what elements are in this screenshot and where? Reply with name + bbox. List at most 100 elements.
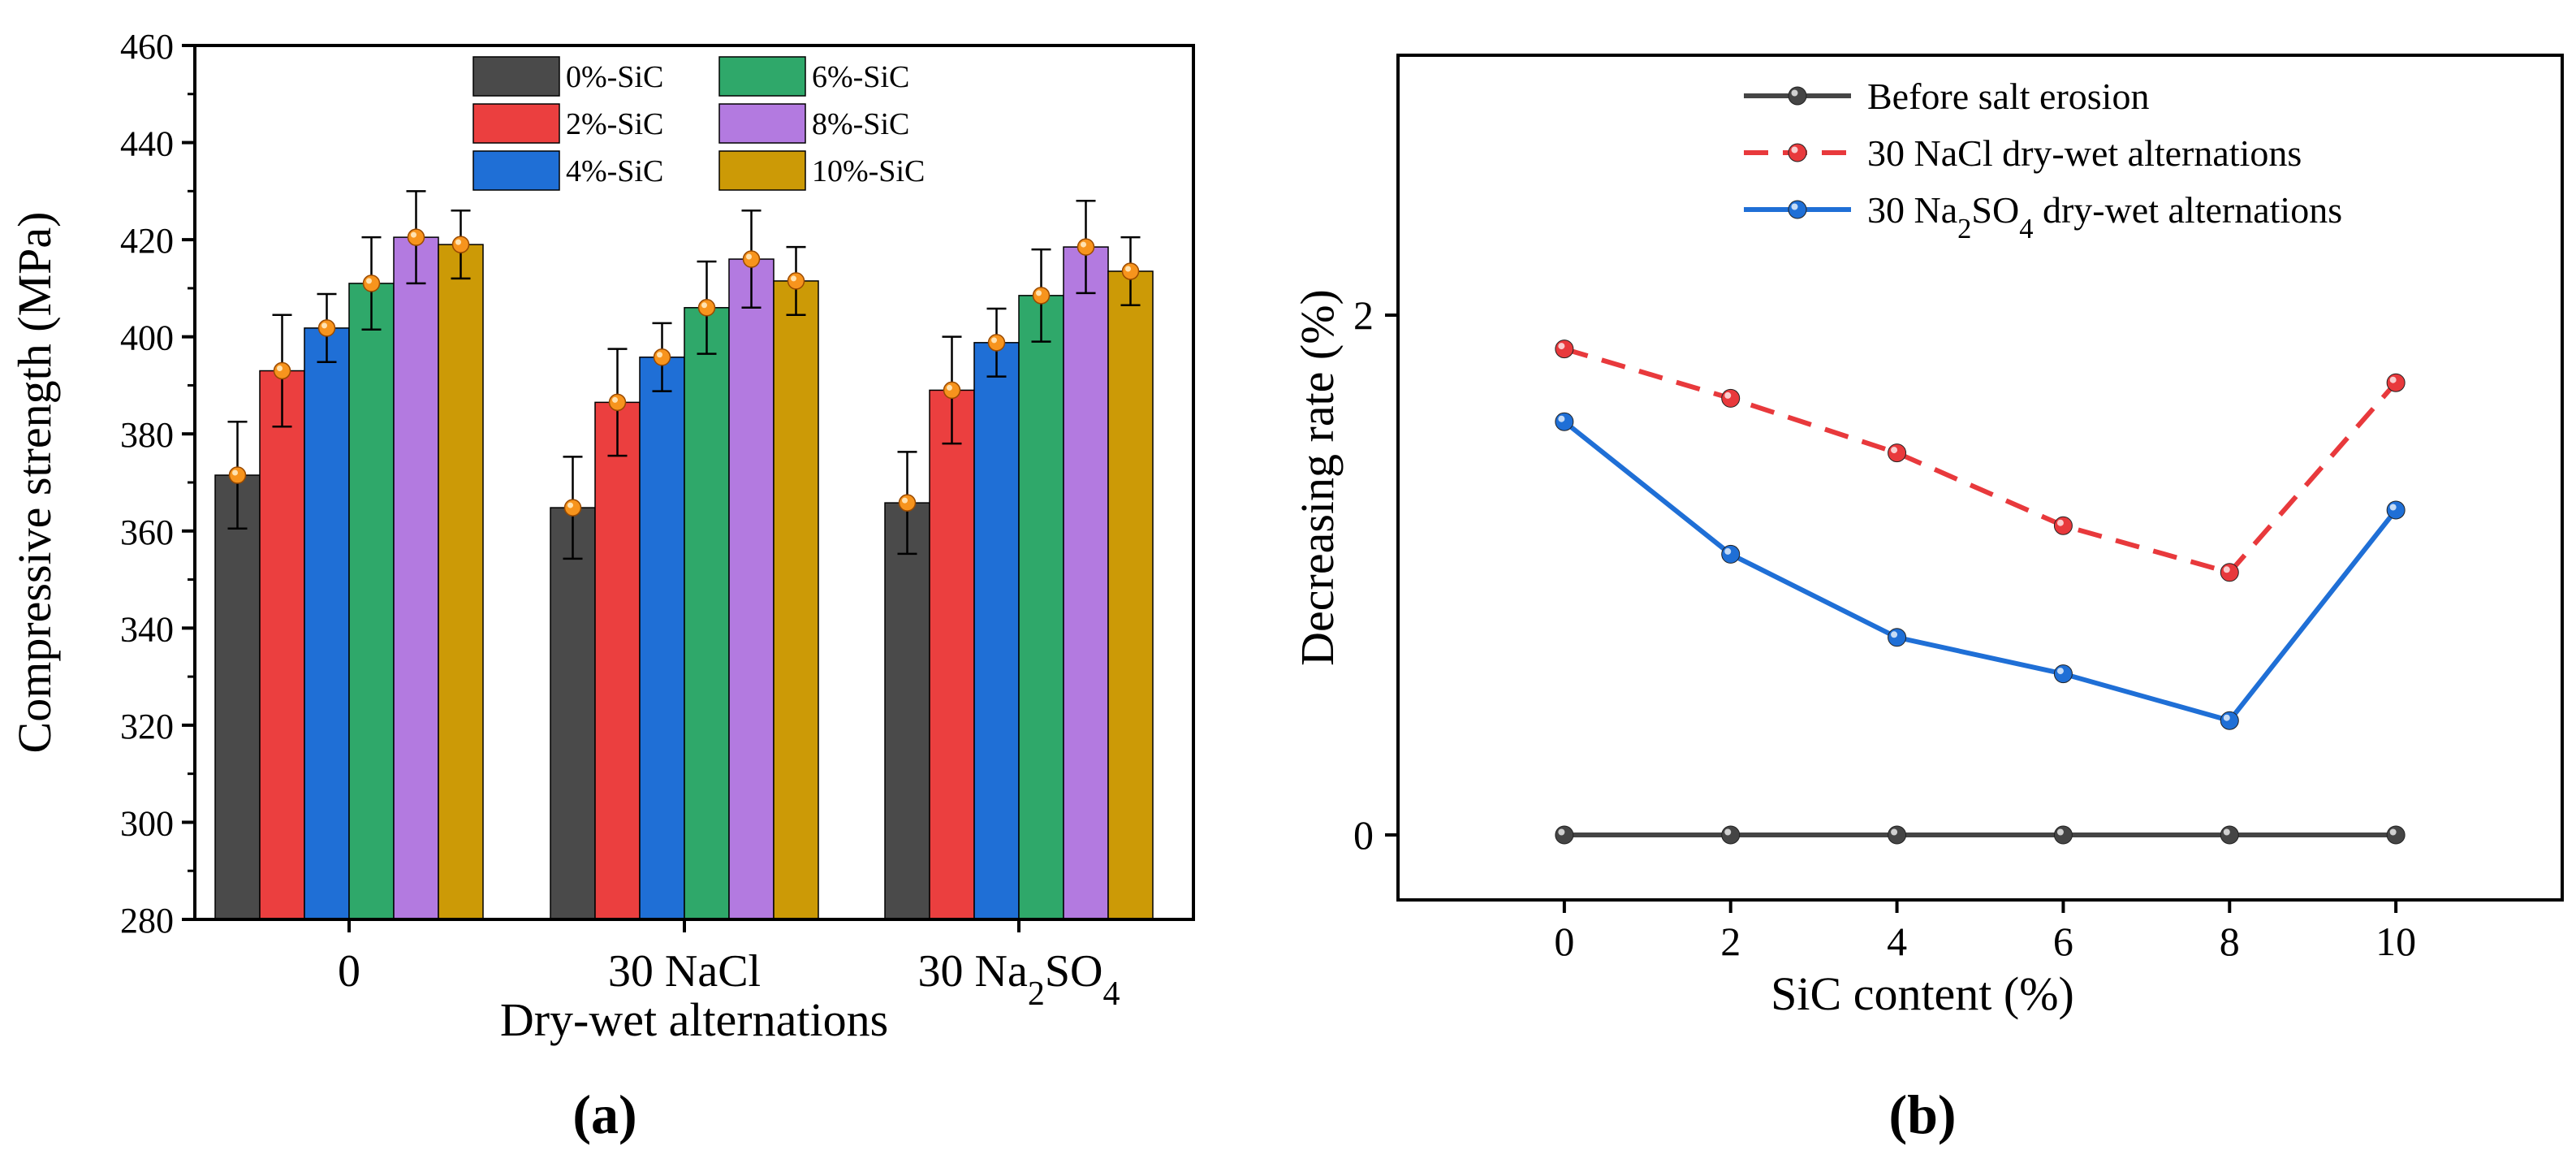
category-label: 30 NaCl — [608, 946, 761, 997]
data-point-highlight — [1724, 391, 1732, 399]
tick-group-b: 0 2 4 6 8 10 0 2 — [1353, 292, 2416, 964]
y-tick-label-a: 440 — [120, 124, 174, 164]
data-point-highlight — [1891, 631, 1898, 638]
data-point — [2053, 664, 2073, 684]
data-point — [2053, 516, 2073, 535]
legend-swatch-a — [472, 103, 560, 144]
legend-swatch-a — [718, 150, 806, 191]
y-tick-label-a: 420 — [120, 221, 174, 261]
mean-marker — [1032, 287, 1051, 305]
bar — [973, 342, 1020, 920]
data-point — [1888, 825, 1907, 845]
mean-marker-highlight — [1125, 266, 1131, 272]
mean-marker-highlight — [1081, 241, 1086, 248]
data-point-highlight — [1724, 547, 1732, 555]
category-label-group: 0 30 NaCl 30 Na2SO4 — [338, 919, 1120, 1013]
mean-marker — [697, 299, 716, 317]
legend-label-b: Before salt erosion — [1867, 76, 2149, 117]
plot-frame-b — [1396, 54, 2564, 902]
mean-marker-highlight — [612, 396, 618, 403]
x-tick-label-b: 10 — [2375, 919, 2416, 964]
legend-marker-b-highlight — [1791, 146, 1798, 154]
mean-marker — [787, 272, 805, 290]
bar — [348, 283, 395, 920]
mean-marker — [742, 250, 761, 268]
data-point-highlight — [1558, 415, 1565, 422]
bar — [214, 474, 261, 920]
x-tick-label-b: 8 — [2220, 919, 2240, 964]
y-tick-label-a: 280 — [120, 901, 174, 941]
x-tick-label-b: 2 — [1720, 919, 1741, 964]
bar — [728, 258, 775, 920]
data-point-highlight — [2389, 376, 2397, 383]
data-point-highlight — [1891, 828, 1898, 836]
x-tick-label-b: 6 — [2053, 919, 2073, 964]
bar — [259, 370, 305, 920]
bar-group — [214, 236, 1154, 920]
mean-marker-highlight — [902, 497, 908, 504]
bar — [639, 357, 685, 920]
x-tick-label-b: 0 — [1554, 919, 1574, 964]
legend-marker-b — [1788, 143, 1807, 162]
y-axis-title-b: Decreasing rate (%) — [1291, 289, 1344, 666]
data-point — [1888, 628, 1907, 647]
y-tick-label-a: 300 — [120, 803, 174, 843]
mean-marker-highlight — [567, 502, 573, 508]
mean-marker-highlight — [701, 302, 707, 309]
bar — [684, 307, 730, 920]
mean-marker-highlight — [411, 231, 416, 238]
mean-marker — [228, 466, 247, 484]
data-point — [1721, 544, 1741, 564]
y-tick-group-a: 280 300 320 340 360 380 400 420 440 460 — [120, 27, 195, 941]
y-tick-label-b: 0 — [1353, 812, 1374, 858]
legend-label-a: 4%-SiC — [566, 154, 663, 188]
mean-marker-highlight — [1036, 290, 1042, 296]
legend-label-a: 6%-SiC — [812, 60, 909, 94]
legend-label-a: 2%-SiC — [566, 107, 663, 141]
mean-marker-highlight — [321, 322, 327, 329]
data-point — [1721, 825, 1741, 845]
series-line-group — [1555, 339, 2406, 845]
legend-marker-b-highlight — [1791, 89, 1798, 97]
y-tick-label-a: 340 — [120, 609, 174, 649]
bar — [773, 280, 819, 920]
data-point-highlight — [1724, 828, 1732, 836]
data-point — [2220, 711, 2239, 730]
legend-swatch-a — [472, 56, 560, 97]
category-label: 30 Na2SO4 — [918, 946, 1120, 1013]
data-point — [1555, 412, 1574, 431]
data-point-highlight — [2056, 828, 2064, 836]
data-point — [1721, 388, 1741, 408]
y-tick-label-a: 320 — [120, 707, 174, 746]
mean-marker — [317, 319, 336, 337]
data-point-highlight — [2389, 828, 2397, 836]
mean-marker — [653, 348, 671, 366]
mean-marker — [898, 494, 917, 512]
legend-label-a: 0%-SiC — [566, 60, 663, 94]
legend-a: 0%-SiC 2%-SiC 4%-SiC 6%-SiC 8%-SiC 10%-SiC — [472, 56, 925, 191]
data-point-highlight — [1558, 828, 1565, 836]
data-point — [2386, 825, 2406, 845]
y-tick-label-b: 2 — [1353, 292, 1374, 338]
category-label: 0 — [338, 946, 360, 997]
y-axis-title-a: Compressive strength (MPa) — [8, 212, 61, 754]
panel-label-b: (b) — [1888, 1083, 1956, 1145]
bar — [594, 401, 641, 920]
data-point — [1555, 339, 1574, 359]
bar — [393, 236, 439, 920]
mean-marker-highlight — [455, 239, 461, 245]
mean-marker-highlight — [232, 469, 238, 476]
legend-marker-b-highlight — [1791, 203, 1798, 210]
panel-b-line-chart: 0 2 4 6 8 10 0 2 Before salt erosion 30 NaCl dry… — [1291, 54, 2564, 1145]
mean-marker-highlight — [991, 337, 997, 344]
mean-marker — [273, 361, 291, 380]
data-point-highlight — [2389, 504, 2397, 511]
legend-label-a: 10%-SiC — [812, 154, 925, 188]
mean-marker-highlight — [366, 278, 372, 284]
panel-label-a: (a) — [572, 1083, 636, 1145]
legend-label-a: 8%-SiC — [812, 107, 909, 141]
mean-marker-highlight — [947, 384, 952, 391]
mean-marker — [563, 499, 582, 517]
x-axis-title-a: Dry-wet alternations — [500, 993, 888, 1046]
